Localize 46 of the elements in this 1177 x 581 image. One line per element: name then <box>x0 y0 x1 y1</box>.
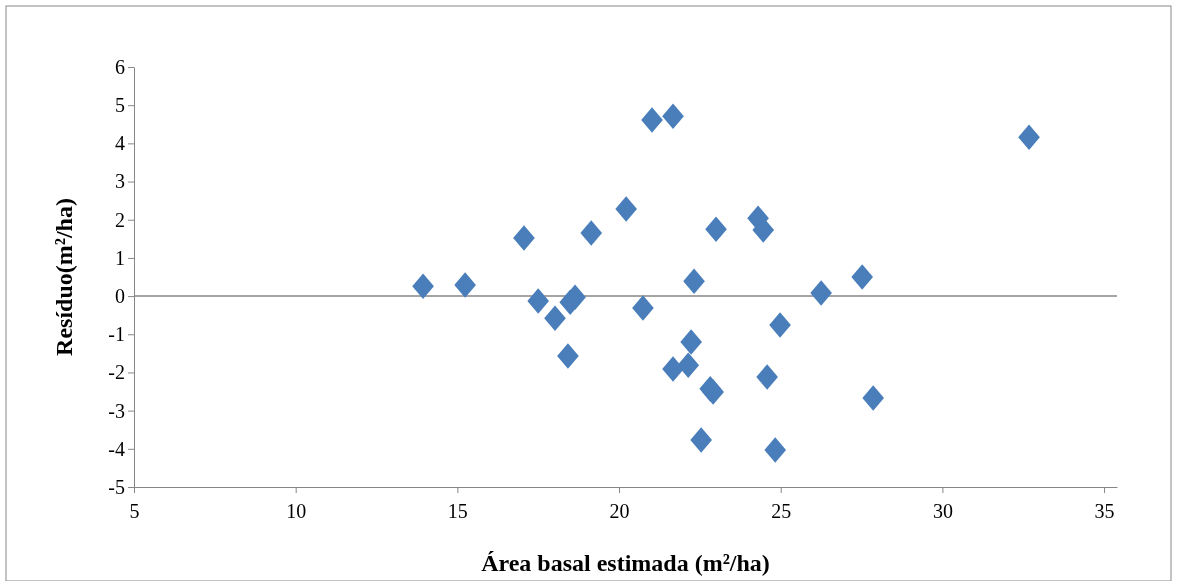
y-tick-label: -2 <box>108 361 125 384</box>
x-tick-label: 20 <box>609 500 630 522</box>
y-tick-label: 1 <box>115 246 125 269</box>
y-tick-label: 0 <box>115 284 125 307</box>
y-tick-label: -3 <box>108 399 125 422</box>
x-tick-label: 15 <box>447 500 468 522</box>
x-tick-label: 5 <box>129 500 140 522</box>
point <box>454 272 476 298</box>
point <box>690 427 712 453</box>
point <box>810 280 832 306</box>
y-tick-label: 2 <box>115 208 125 231</box>
x-tick-label: 10 <box>286 500 307 522</box>
x-tick-label: 35 <box>1094 500 1115 522</box>
x-axis-title: Área basal estimada (m²/ha) <box>481 550 770 576</box>
y-axis-title: Resíduo(m²/ha) <box>51 198 77 356</box>
y-tick-label: -5 <box>108 475 125 498</box>
point <box>862 385 885 411</box>
y-tick-label: 5 <box>115 94 125 117</box>
point <box>544 305 566 331</box>
point <box>615 196 637 222</box>
y-tick-label: -4 <box>108 437 125 460</box>
point <box>412 273 434 299</box>
point <box>662 103 684 130</box>
point <box>851 264 874 290</box>
point <box>564 284 586 310</box>
y-tick-label: -1 <box>108 323 125 346</box>
y-tick-label: 6 <box>115 55 125 78</box>
point <box>769 312 791 338</box>
x-tick-label: 25 <box>771 500 792 522</box>
point <box>683 268 705 294</box>
point <box>756 364 778 390</box>
point <box>580 220 603 246</box>
point <box>677 352 700 378</box>
point <box>513 225 535 251</box>
y-tick-label: 4 <box>115 132 125 155</box>
point <box>557 343 579 369</box>
point <box>1018 124 1040 151</box>
point <box>705 216 727 243</box>
y-tick-label: 3 <box>115 170 125 193</box>
point <box>764 437 787 463</box>
point <box>680 329 702 355</box>
point <box>641 107 663 133</box>
point <box>662 356 684 382</box>
x-tick-label: 30 <box>932 500 953 522</box>
point <box>632 295 654 321</box>
point <box>527 288 550 314</box>
